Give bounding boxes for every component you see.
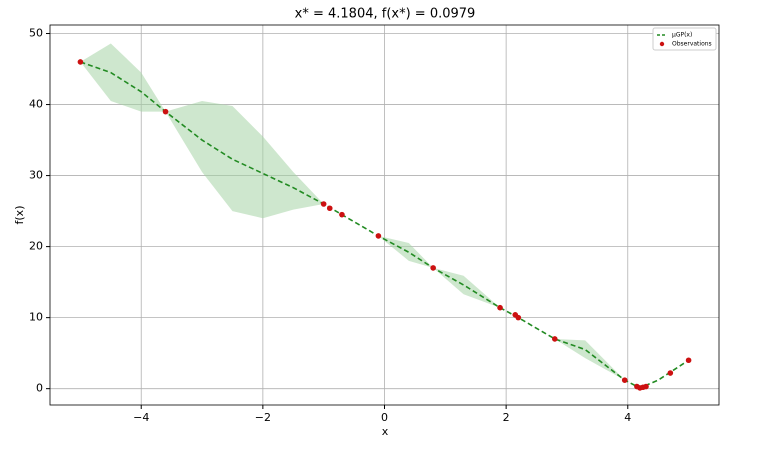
- y-axis-label: f(x): [13, 206, 26, 225]
- legend-label: Observations: [672, 41, 712, 48]
- observation-point: [339, 211, 345, 218]
- observation-point: [551, 336, 558, 342]
- y-tick-label: 40: [29, 98, 43, 111]
- legend-label: μGP(x): [672, 32, 692, 39]
- x-tick-label: 2: [503, 411, 510, 424]
- legend-marker: [659, 41, 665, 47]
- observation-point: [497, 304, 503, 311]
- y-tick-label: 0: [36, 382, 43, 395]
- y-tick-label: 30: [29, 169, 43, 182]
- observation-point: [320, 201, 327, 207]
- observation-point: [375, 233, 382, 239]
- observation-point: [326, 205, 333, 212]
- confidence-band: [80, 43, 689, 388]
- chart-title: x* = 4.1804, f(x*) = 0.0979: [295, 7, 476, 22]
- plot-frame: [49, 24, 720, 406]
- observation-point: [515, 314, 522, 321]
- y-tick-label: 10: [29, 311, 43, 324]
- x-tick-label: −4: [133, 411, 149, 424]
- y-tick-label: 50: [29, 27, 43, 40]
- legend-box: [652, 27, 717, 51]
- x-tick-label: −2: [255, 411, 271, 424]
- x-tick-label: 4: [624, 411, 631, 424]
- x-tick-label: 0: [381, 411, 388, 424]
- observation-point: [643, 383, 649, 390]
- x-axis-label: x: [382, 425, 389, 438]
- observation-point: [162, 108, 169, 115]
- observation-point: [685, 357, 692, 364]
- observation-point: [77, 59, 84, 65]
- y-tick-label: 20: [29, 240, 43, 253]
- mean-line: [80, 61, 690, 389]
- observation-point: [430, 265, 436, 271]
- observation-point: [667, 370, 674, 376]
- observation-point: [621, 377, 628, 383]
